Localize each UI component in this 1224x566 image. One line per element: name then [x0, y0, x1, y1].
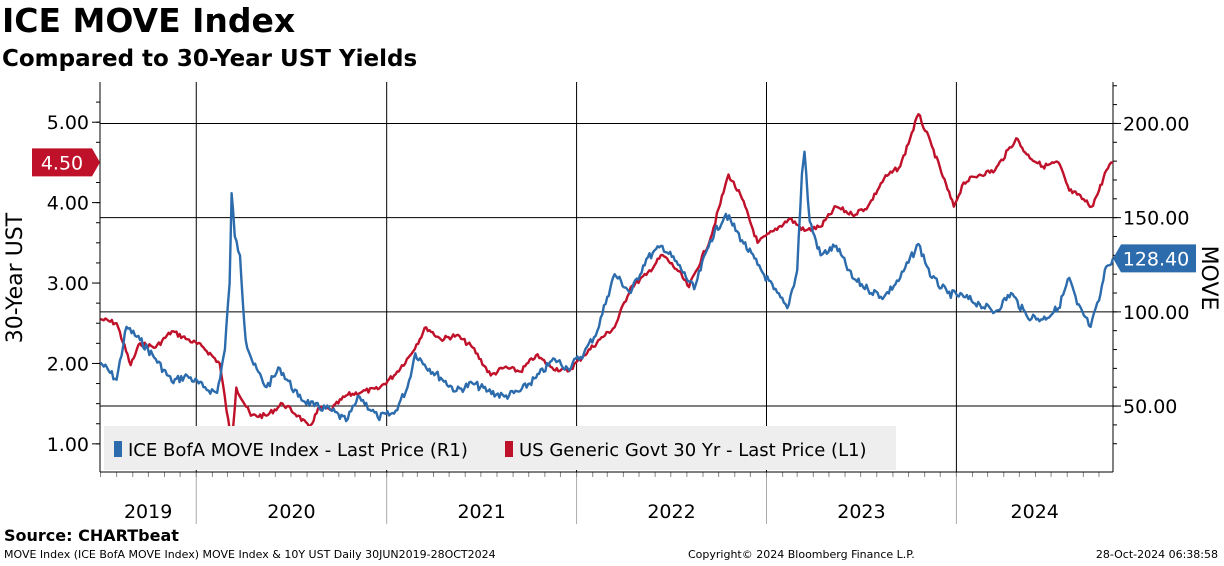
legend-swatch-ust	[505, 441, 513, 457]
legend-swatch-move	[114, 441, 122, 457]
footer-description: MOVE Index (ICE BofA MOVE Index) MOVE In…	[4, 548, 496, 561]
y-right-tick-label-0: 50.00	[1123, 396, 1177, 418]
last-value-label-ust: 4.50	[41, 152, 83, 174]
y-left-tick-label-1: 2.00	[47, 353, 89, 375]
chart-title: ICE MOVE Index	[2, 1, 296, 40]
footer-copyright: Copyright© 2024 Bloomberg Finance L.P.	[688, 548, 915, 561]
source-note: Source: CHARTbeat	[4, 526, 179, 545]
x-tick-label-2022: 2022	[647, 501, 695, 523]
y-right-tick-label-1: 100.00	[1123, 302, 1189, 324]
y-right-tick-label-2: 150.00	[1123, 208, 1189, 230]
y-right-tick-label-3: 200.00	[1123, 113, 1189, 135]
y-left-tick-label-0: 1.00	[47, 434, 89, 456]
series-line-move-index	[99, 150, 1115, 423]
last-value-label-move: 128.40	[1123, 248, 1189, 270]
chart-subtitle: Compared to 30-Year UST Yields	[2, 46, 418, 72]
y-left-tick-label-3: 4.00	[47, 193, 89, 215]
x-tick-label-2023: 2023	[837, 501, 885, 523]
footer-timestamp: 28-Oct-2024 06:38:58	[1095, 548, 1218, 561]
y-left-tick-label-2: 3.00	[47, 273, 89, 295]
y-right-axis-title: MOVE	[1196, 246, 1221, 311]
x-tick-label-2019: 2019	[124, 501, 172, 523]
last-value-tag-ust	[32, 148, 100, 177]
x-tick-label-2021: 2021	[457, 501, 505, 523]
legend-box	[104, 426, 896, 470]
plot-background	[100, 82, 1113, 472]
series-line-ust-30yr	[100, 113, 1114, 446]
last-value-tag-move	[1113, 244, 1196, 273]
x-tick-label-2024: 2024	[1011, 501, 1059, 523]
x-tick-label-2020: 2020	[267, 501, 315, 523]
legend-label-ust: US Generic Govt 30 Yr - Last Price (L1)	[519, 440, 867, 461]
y-left-axis-title: 30-Year UST	[3, 212, 28, 343]
y-left-tick-label-4: 5.00	[47, 112, 89, 134]
legend-label-move: ICE BofA MOVE Index - Last Price (R1)	[128, 440, 468, 461]
